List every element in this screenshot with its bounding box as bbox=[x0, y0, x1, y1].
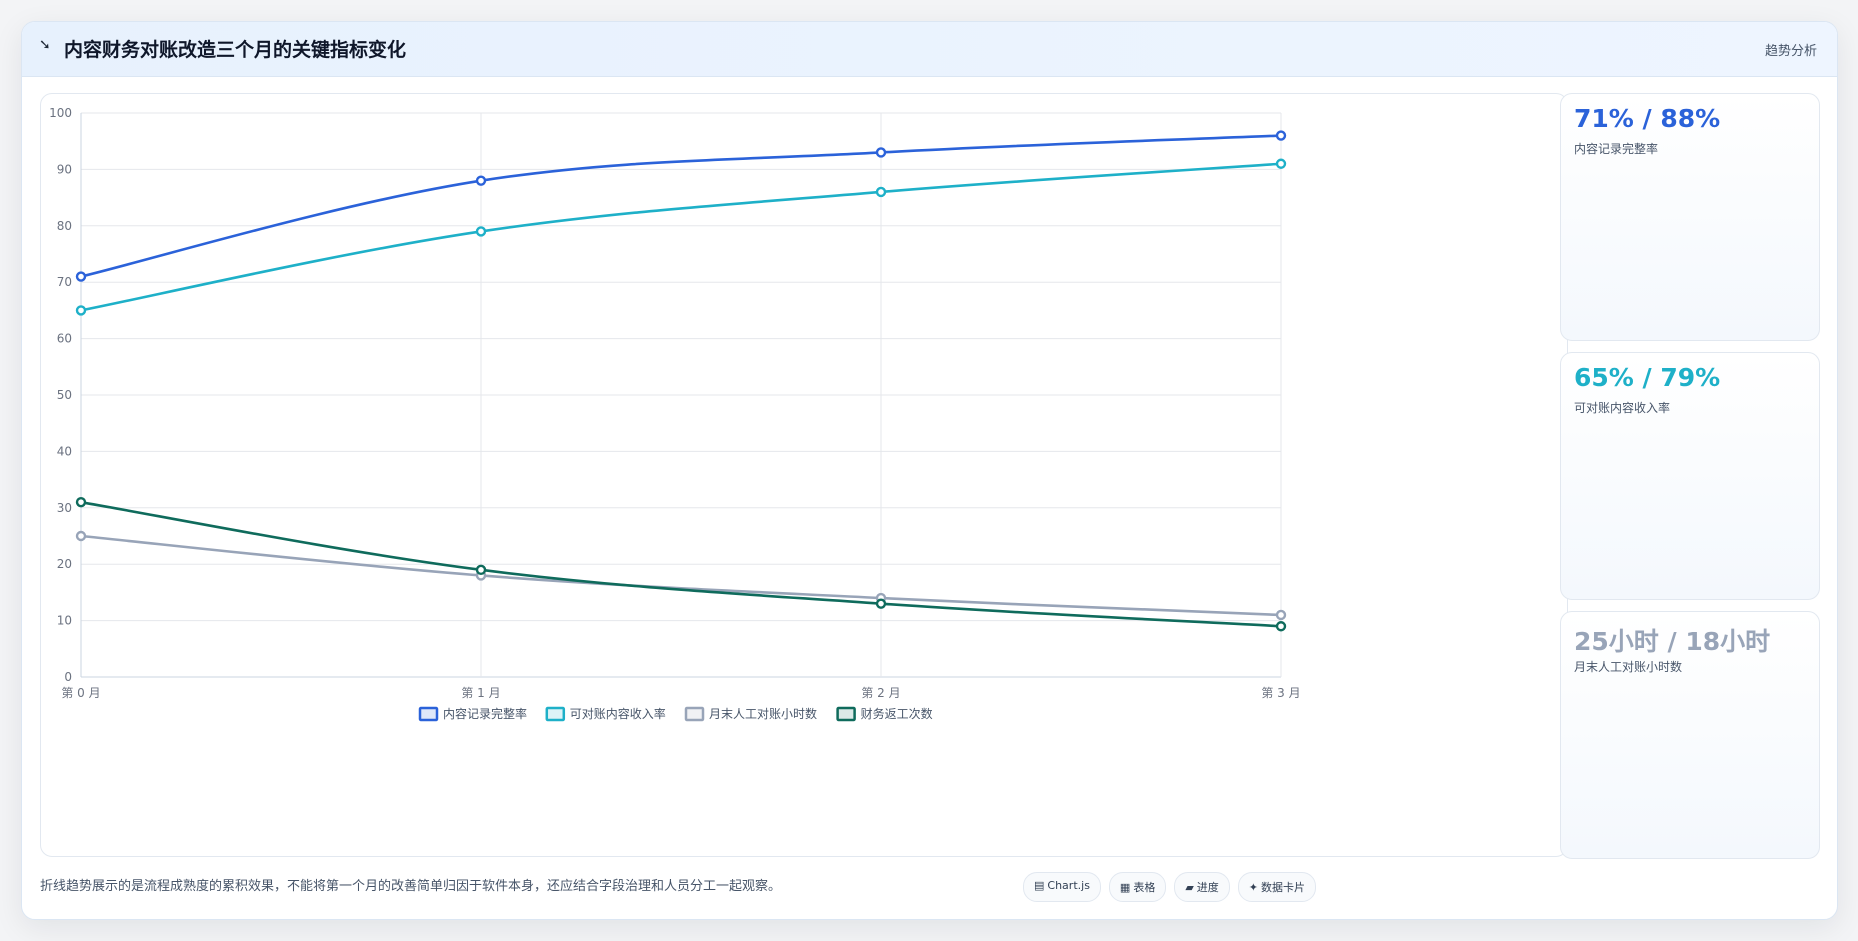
data-point bbox=[1275, 609, 1287, 621]
data-point bbox=[1275, 130, 1287, 141]
legend-swatch bbox=[418, 706, 439, 722]
y-tick-label: 90 bbox=[57, 162, 72, 176]
stat-label: 可对账内容收入率 bbox=[1574, 401, 1671, 415]
stat-value: 65% / 79% bbox=[1574, 363, 1721, 392]
legend-swatch bbox=[684, 706, 705, 722]
chip-label: 进度 bbox=[1196, 881, 1219, 894]
y-tick-label: 10 bbox=[57, 614, 72, 628]
chip-label: Chart.js bbox=[1047, 879, 1090, 892]
sparkle-icon: ✦ bbox=[1248, 881, 1259, 894]
chip-data-card[interactable]: ✦ 数据卡片 bbox=[1237, 872, 1317, 902]
series-line bbox=[80, 162, 1282, 312]
y-tick-label: 60 bbox=[57, 332, 72, 346]
legend-label: 财务返工次数 bbox=[861, 706, 933, 721]
data-point bbox=[475, 564, 487, 576]
series-line bbox=[80, 534, 1282, 617]
stat-card-completeness: 71% / 88% 内容记录完整率 bbox=[1560, 93, 1820, 341]
y-tick-label: 30 bbox=[57, 501, 72, 515]
data-point bbox=[75, 496, 87, 508]
chip-progress[interactable]: ▰ 进度 bbox=[1174, 872, 1230, 902]
legend-swatch bbox=[545, 706, 566, 722]
card-header: ➘ 内容财务对账改造三个月的关键指标变化 趋势分析 bbox=[22, 22, 1837, 77]
stat-card-reconcilable: 65% / 79% 可对账内容收入率 bbox=[1560, 352, 1820, 600]
y-tick-label: 50 bbox=[57, 388, 72, 402]
stat-value: 71% / 88% bbox=[1574, 104, 1721, 133]
x-tick-label: 第 0 月 bbox=[61, 686, 100, 700]
stat-value: 25小时 / 18小时 bbox=[1574, 627, 1771, 656]
data-point bbox=[875, 147, 887, 158]
chip-table[interactable]: ▦ 表格 bbox=[1108, 872, 1167, 902]
data-point bbox=[475, 226, 487, 237]
page-title: 内容财务对账改造三个月的关键指标变化 bbox=[64, 39, 407, 61]
data-point bbox=[1275, 158, 1287, 169]
chip-label: 数据卡片 bbox=[1261, 881, 1306, 894]
legend-label: 内容记录完整率 bbox=[443, 706, 527, 721]
legend-label: 可对账内容收入率 bbox=[570, 706, 666, 721]
data-point bbox=[75, 530, 87, 542]
series-line bbox=[80, 500, 1282, 628]
stat-label: 月末人工对账小时数 bbox=[1574, 660, 1683, 674]
progress-icon: ▰ bbox=[1185, 881, 1194, 894]
stat-label: 内容记录完整率 bbox=[1574, 142, 1659, 156]
data-point bbox=[475, 175, 487, 186]
y-tick-label: 0 bbox=[64, 670, 72, 684]
y-tick-label: 100 bbox=[49, 106, 72, 120]
line-chart: 0 10 20 30 40 50 60 70 80 90 100 第 0 月 第 1 月 第 2 月 第 3… bbox=[49, 106, 1301, 722]
y-tick-label: 40 bbox=[57, 444, 72, 458]
legend-swatch bbox=[836, 706, 856, 722]
stat-card-manual-hours: 25小时 / 18小时 月末人工对账小时数 bbox=[1560, 611, 1820, 859]
x-tick-label: 第 2 月 bbox=[861, 686, 900, 700]
tech-chips: ▤ Chart.js ▦ 表格 ▰ 进度 ✦ 数据卡片 bbox=[1023, 872, 1317, 902]
legend-label: 月末人工对账小时数 bbox=[709, 706, 817, 721]
trend-analysis-link[interactable]: 趋势分析 bbox=[1764, 44, 1817, 59]
y-tick-label: 80 bbox=[57, 219, 72, 233]
chart-icon: ▤ bbox=[1034, 879, 1045, 892]
chip-chartjs[interactable]: ▤ Chart.js bbox=[1023, 872, 1101, 902]
y-tick-label: 70 bbox=[57, 275, 72, 289]
data-point bbox=[875, 598, 887, 609]
y-tick-label: 20 bbox=[57, 557, 72, 571]
data-point bbox=[875, 186, 887, 198]
x-tick-label: 第 3 月 bbox=[1261, 686, 1300, 700]
chart-trend-icon: ➘ bbox=[39, 37, 51, 53]
chart-panel: 0 10 20 30 40 50 60 70 80 90 100 第 0 月 第 1 月 第 2 月 第 3… bbox=[40, 93, 1568, 857]
footer-note: 折线趋势展示的是流程成熟度的累积效果，不能将第一个月的改善简单归因于软件本身，还… bbox=[40, 879, 782, 894]
data-point bbox=[75, 271, 87, 282]
table-icon: ▦ bbox=[1119, 881, 1131, 894]
data-point bbox=[75, 305, 87, 316]
data-point bbox=[1275, 621, 1287, 632]
x-tick-label: 第 1 月 bbox=[461, 686, 500, 700]
dashboard-card: ➘ 内容财务对账改造三个月的关键指标变化 趋势分析 0 10 20 30 40 50 60 7… bbox=[21, 21, 1838, 920]
series-line bbox=[80, 134, 1282, 278]
chip-label: 表格 bbox=[1133, 881, 1156, 894]
